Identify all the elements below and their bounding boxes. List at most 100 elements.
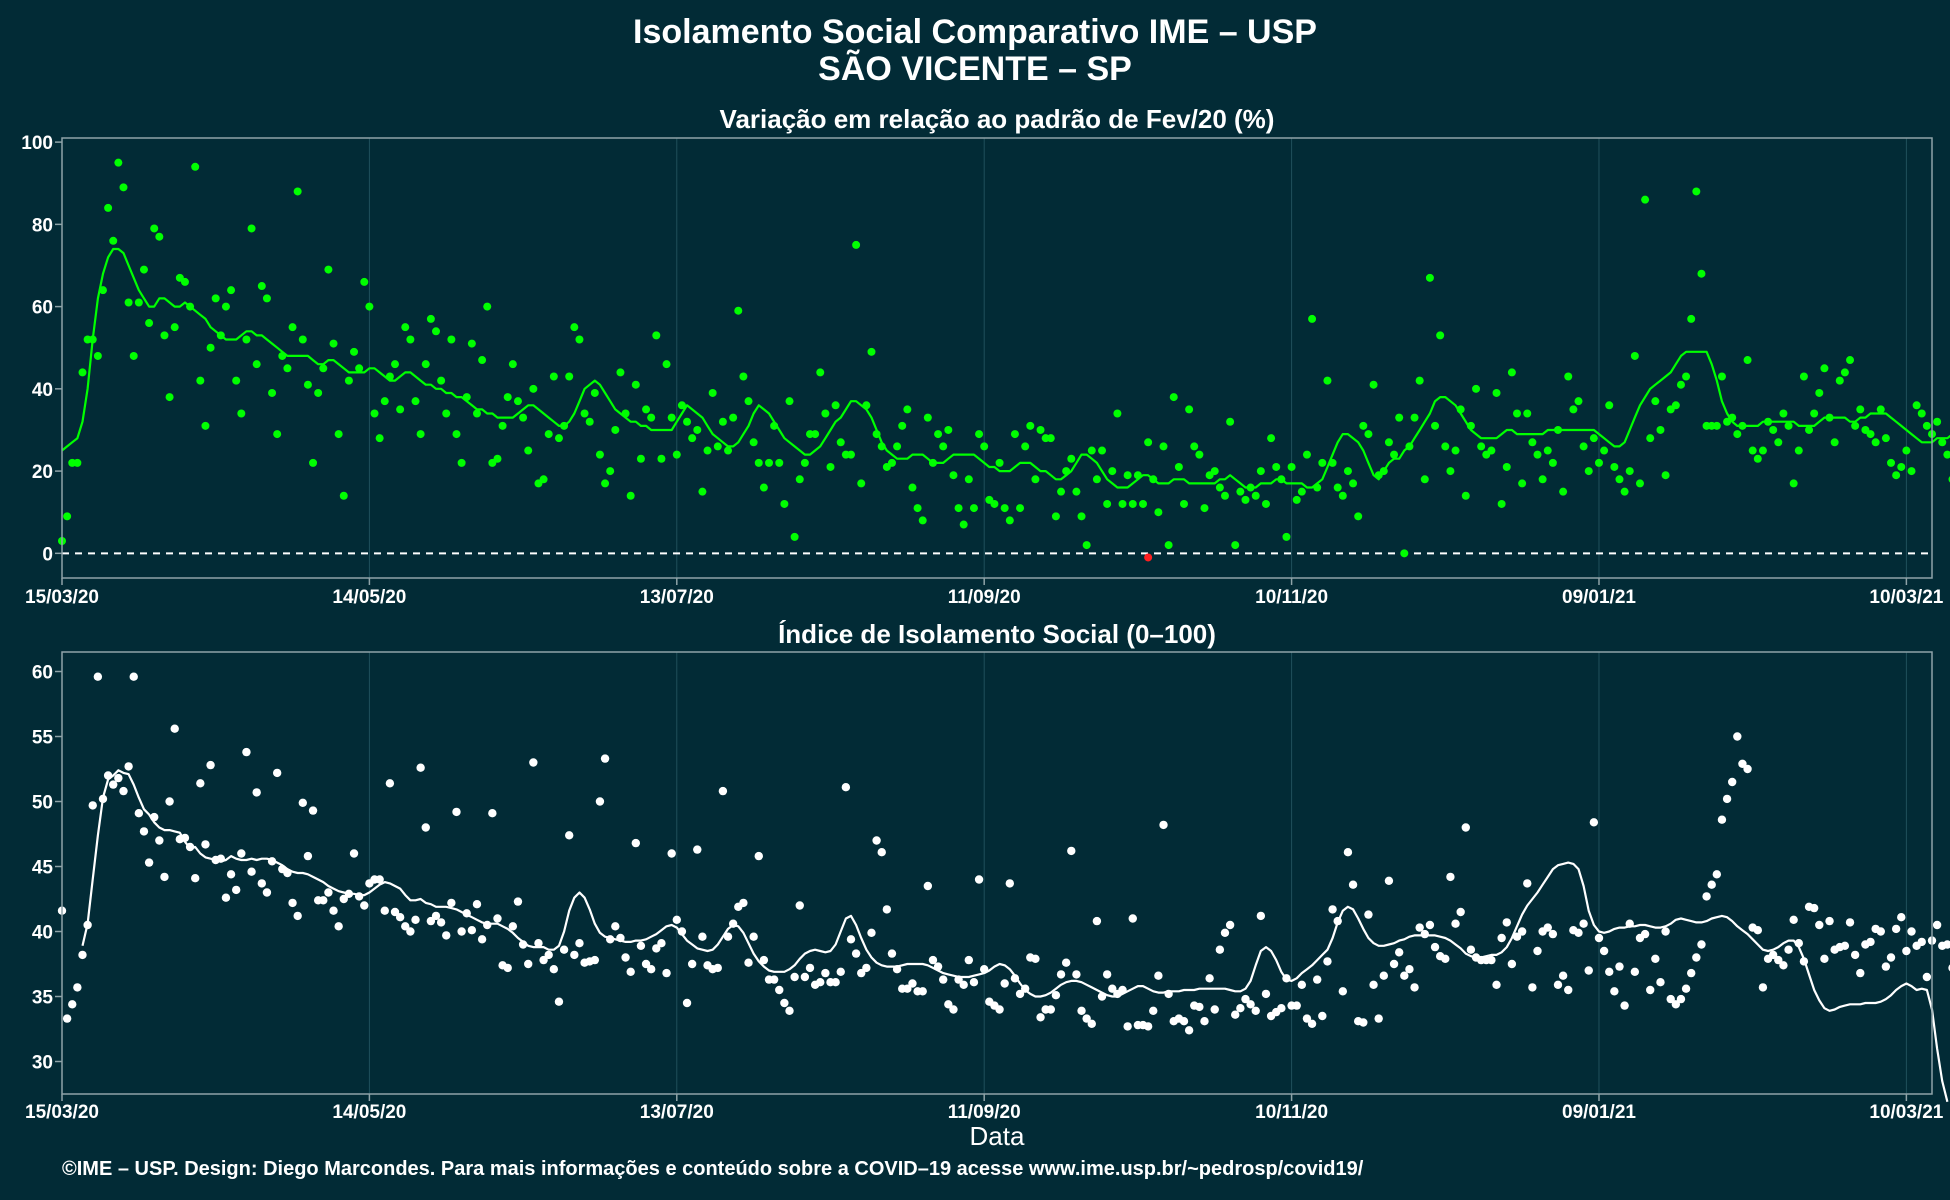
data-point (969, 504, 978, 513)
data-point (1564, 372, 1573, 381)
data-point (1902, 946, 1911, 956)
x-tick-label: 10/11/20 (1255, 587, 1328, 608)
data-point (1558, 971, 1568, 980)
data-point (677, 927, 687, 936)
data-point (472, 409, 481, 418)
data-point (718, 786, 728, 796)
data-point (508, 360, 517, 369)
data-point (1179, 1017, 1189, 1026)
data-point (324, 265, 333, 274)
data-point (1159, 820, 1168, 830)
data-point (1784, 421, 1793, 430)
data-point (754, 458, 763, 467)
data-point (846, 935, 856, 944)
data-point (1492, 980, 1501, 989)
data-point (662, 968, 671, 978)
data-point (1077, 512, 1086, 521)
y-tick-label: 40 (32, 380, 53, 401)
data-point (529, 758, 538, 767)
data-point (124, 298, 133, 307)
data-point (775, 985, 784, 995)
data-point (595, 797, 605, 806)
data-point (1564, 985, 1573, 995)
data-point (483, 302, 492, 311)
data-point (68, 1000, 77, 1009)
data-point (139, 827, 149, 836)
data-point (385, 779, 395, 788)
data-point (144, 858, 154, 867)
data-point (739, 372, 748, 381)
data-point (1226, 417, 1235, 426)
data-point (1149, 1006, 1158, 1015)
data-point (780, 998, 789, 1008)
data-point (411, 915, 420, 924)
data-point (1359, 421, 1368, 430)
data-point (1687, 968, 1696, 978)
data-point (1031, 475, 1040, 484)
data-point (1000, 979, 1009, 988)
data-point (795, 901, 804, 910)
data-point (237, 409, 246, 418)
data-point (1846, 356, 1855, 365)
data-point (231, 885, 241, 895)
data-point (477, 935, 487, 944)
data-point (1005, 879, 1015, 888)
data-point (1143, 1022, 1153, 1031)
data-point (534, 939, 543, 948)
panel-isolation-index: Índice de Isolamento Social (0–100) 30 35 4… (25, 619, 1950, 1151)
data-point (73, 983, 82, 992)
data-point (1851, 421, 1860, 430)
data-point (1897, 462, 1906, 471)
data-point (693, 425, 702, 434)
data-point (1123, 471, 1132, 480)
data-point (524, 959, 533, 969)
data-point (1231, 541, 1240, 550)
data-point (421, 823, 430, 832)
data-point (257, 282, 266, 291)
data-point (723, 932, 733, 941)
data-point (1856, 968, 1865, 978)
data-point (1820, 954, 1829, 963)
data-point (1625, 467, 1634, 476)
data-point (1487, 955, 1496, 965)
data-point (1907, 927, 1916, 936)
data-point (744, 397, 753, 406)
data-point (821, 409, 830, 418)
x-tick-label: 09/01/21 (1562, 1102, 1636, 1123)
data-point (1579, 919, 1588, 928)
data-point (846, 450, 855, 459)
data-point (1384, 438, 1393, 447)
data-point (795, 475, 804, 484)
data-point (1267, 434, 1276, 443)
data-point (672, 915, 681, 924)
data-point (990, 499, 999, 508)
data-point (995, 1005, 1004, 1014)
data-point (1902, 446, 1911, 455)
data-point (170, 724, 179, 733)
data-point (1517, 927, 1527, 936)
data-point (339, 491, 348, 500)
x-tick-label: 14/05/20 (332, 587, 406, 608)
data-point (949, 471, 958, 480)
data-point (1082, 1014, 1091, 1023)
x-tick-label: 13/07/20 (640, 1102, 714, 1123)
data-point (206, 343, 215, 352)
data-point-negative (1144, 553, 1153, 562)
data-point (1768, 950, 1778, 960)
data-point (447, 335, 456, 344)
data-point (1256, 911, 1266, 921)
data-point (242, 747, 251, 757)
data-point (836, 438, 845, 447)
data-point (1057, 487, 1066, 496)
data-point (1118, 499, 1127, 508)
data-point (452, 807, 461, 817)
data-point (1697, 269, 1706, 278)
data-point (1840, 941, 1850, 950)
data-point (1712, 421, 1721, 430)
data-point (1159, 442, 1168, 451)
data-point (406, 335, 415, 344)
data-point (1815, 920, 1824, 930)
data-point (1195, 1002, 1204, 1012)
data-point (1098, 446, 1107, 455)
panel-title: Índice de Isolamento Social (0–100) (778, 619, 1216, 649)
